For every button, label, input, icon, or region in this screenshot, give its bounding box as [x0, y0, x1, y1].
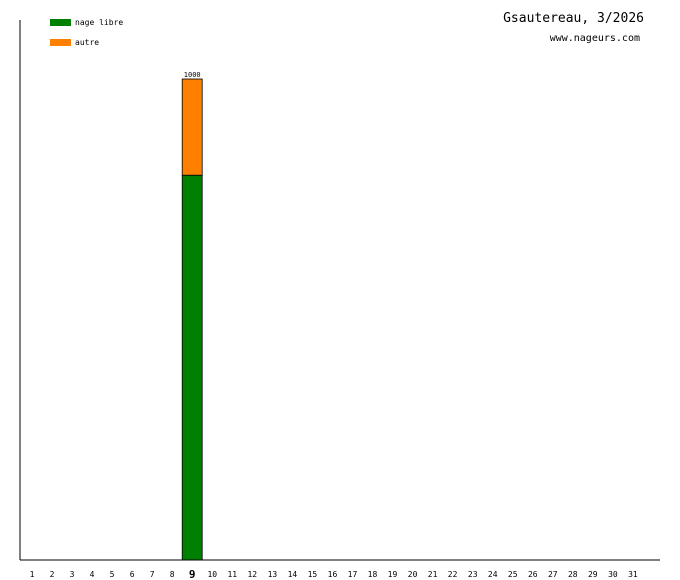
- x-tick-10: 10: [207, 570, 217, 579]
- x-tick-3: 3: [70, 570, 75, 579]
- legend-label-2: autre: [75, 38, 99, 47]
- x-tick-8: 8: [170, 570, 175, 579]
- bar-day-9-nage-libre: [181, 174, 203, 561]
- x-tick-9: 9: [189, 568, 196, 580]
- bar-day-9-autre: [181, 78, 203, 176]
- x-tick-20: 20: [408, 570, 418, 579]
- x-tick-1: 1: [30, 570, 35, 579]
- x-tick-14: 14: [288, 570, 298, 579]
- x-tick-4: 4: [90, 570, 95, 579]
- x-tick-12: 12: [247, 570, 257, 579]
- x-tick-labels: 1 2 3 4 5 6 7 8 9 10 11 12 13 14 15 16 17 18 19 20 21 22 23 24 2…: [30, 568, 638, 580]
- x-tick-2: 2: [50, 570, 55, 579]
- chart-subtitle: www.nageurs.com: [550, 33, 640, 44]
- x-tick-21: 21: [428, 570, 438, 579]
- x-tick-24: 24: [488, 570, 498, 579]
- x-tick-11: 11: [227, 570, 237, 579]
- x-tick-17: 17: [348, 570, 358, 579]
- chart-title: Gsautereau, 3/2026: [503, 11, 644, 26]
- x-tick-19: 19: [388, 570, 398, 579]
- legend: nage libre autre: [50, 18, 123, 47]
- axes-group: [19, 20, 660, 561]
- x-tick-25: 25: [508, 570, 518, 579]
- x-tick-31: 31: [628, 570, 638, 579]
- x-tick-16: 16: [328, 570, 338, 579]
- legend-swatch-2: [50, 39, 71, 46]
- x-tick-26: 26: [528, 570, 538, 579]
- legend-label-1: nage libre: [75, 18, 123, 27]
- x-tick-5: 5: [110, 570, 115, 579]
- x-tick-30: 30: [608, 570, 618, 579]
- data-labels-group: 1000: [184, 71, 201, 79]
- data-label-day-9: 1000: [184, 71, 201, 79]
- x-tick-27: 27: [548, 570, 558, 579]
- legend-swatch-1: [50, 19, 71, 26]
- x-tick-15: 15: [308, 570, 318, 579]
- x-tick-7: 7: [150, 570, 155, 579]
- x-tick-29: 29: [588, 570, 598, 579]
- x-tick-13: 13: [268, 570, 278, 579]
- bars-group: [181, 78, 203, 561]
- x-tick-6: 6: [130, 570, 135, 579]
- x-tick-28: 28: [568, 570, 578, 579]
- x-tick-23: 23: [468, 570, 478, 579]
- x-tick-22: 22: [448, 570, 458, 579]
- x-tick-18: 18: [368, 570, 378, 579]
